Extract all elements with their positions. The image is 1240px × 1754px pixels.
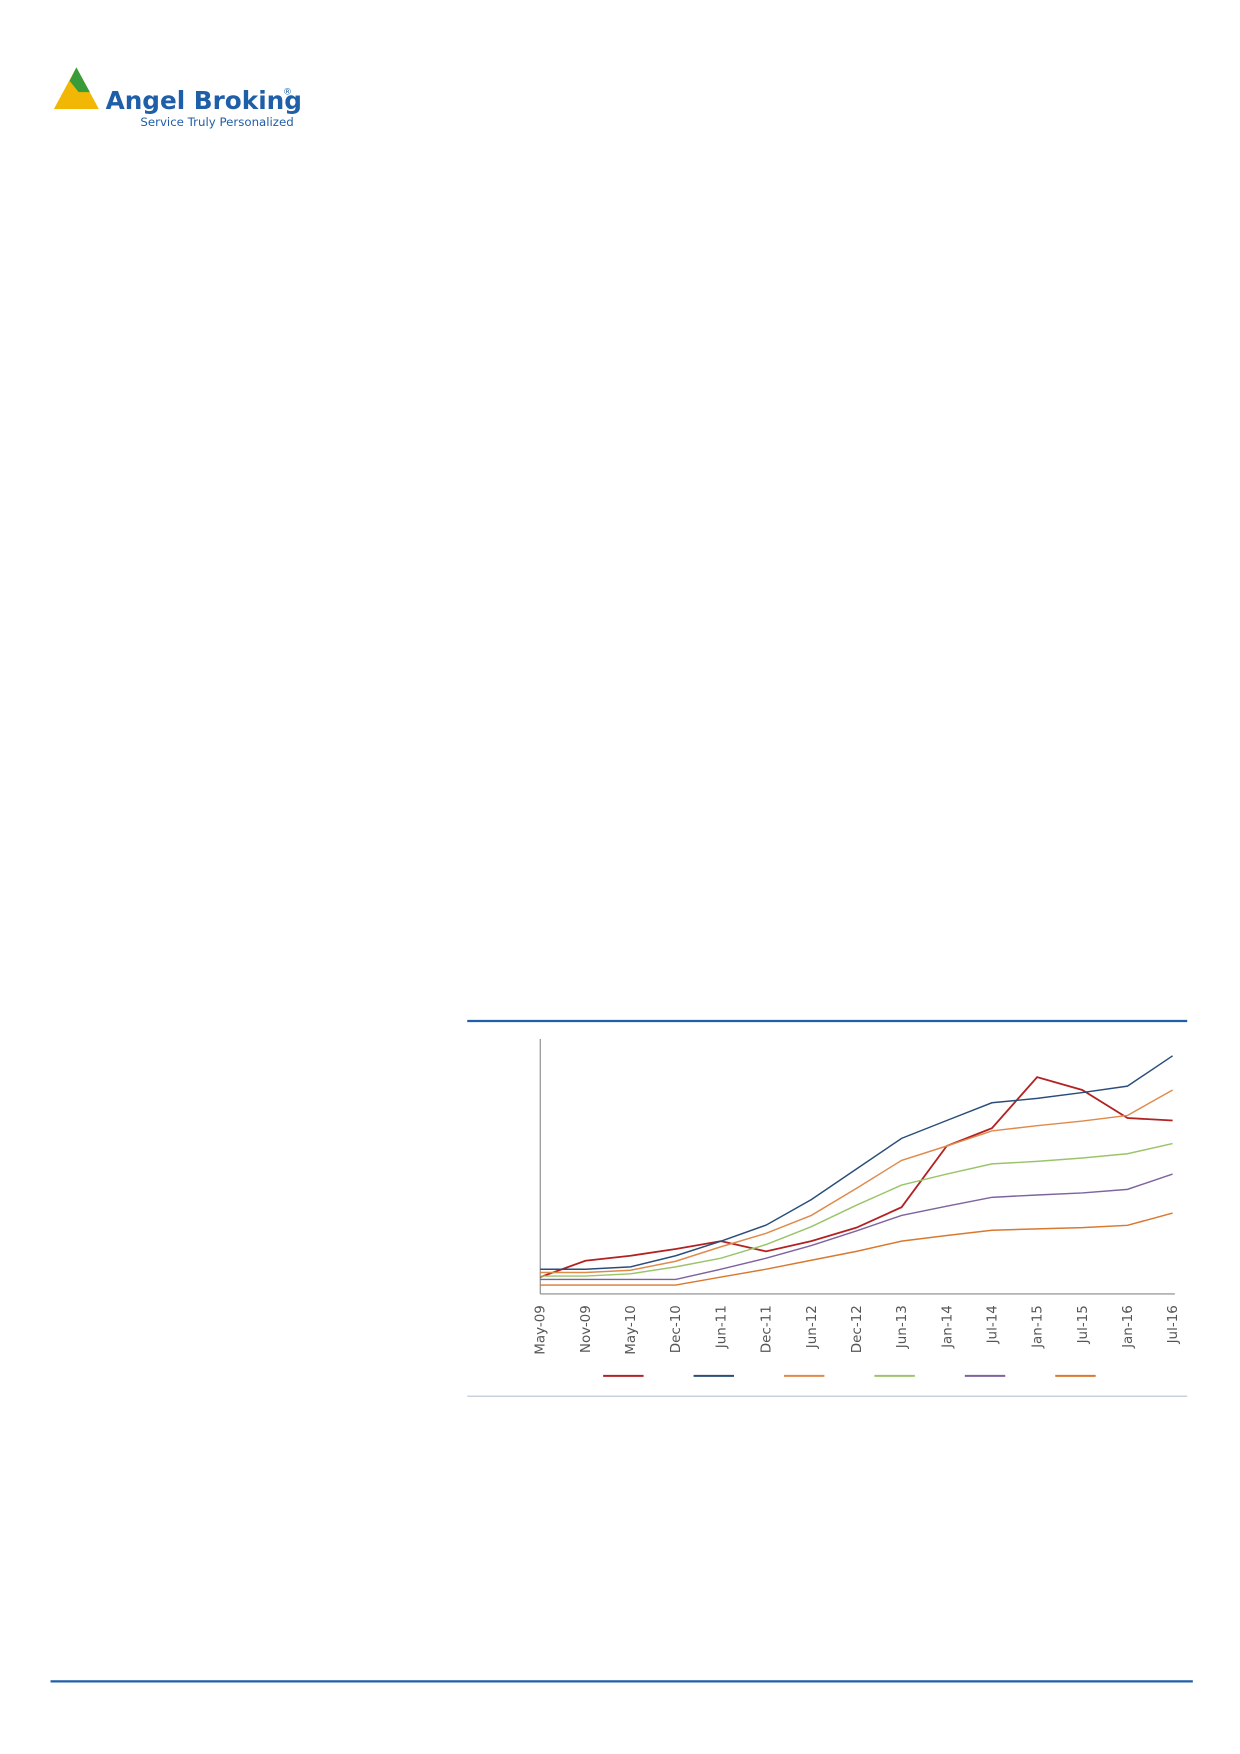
x-tick-label: Jan-16 bbox=[1120, 1305, 1136, 1349]
x-tick-label: Nov-09 bbox=[578, 1305, 594, 1353]
series-line bbox=[540, 1055, 1174, 1270]
x-tick-label: Jul-14 bbox=[984, 1305, 1000, 1344]
logo: Angel Broking ® Service Truly Personaliz… bbox=[53, 67, 302, 129]
x-tick-label: Dec-12 bbox=[849, 1305, 865, 1353]
tagline: Service Truly Personalized bbox=[140, 115, 293, 129]
logo-mark-accent bbox=[69, 67, 90, 93]
x-tick-label: May-10 bbox=[623, 1305, 639, 1355]
series-line bbox=[540, 1173, 1173, 1281]
x-tick-label: Dec-10 bbox=[668, 1305, 684, 1353]
x-tick-label: Jul-15 bbox=[1075, 1305, 1091, 1344]
x-tick-label: Jun-13 bbox=[894, 1305, 910, 1349]
series-line bbox=[540, 1142, 1173, 1277]
x-tick-label: Jan-14 bbox=[939, 1305, 955, 1349]
x-tick-label: Jun-12 bbox=[804, 1305, 820, 1349]
series-line bbox=[539, 1076, 1173, 1278]
brand: Angel Broking bbox=[106, 86, 302, 115]
x-tick-label: Jan-15 bbox=[1030, 1305, 1046, 1349]
registered-mark: ® bbox=[283, 87, 292, 97]
series-line bbox=[540, 1089, 1173, 1274]
x-tick-label: Jun-11 bbox=[713, 1305, 729, 1349]
series-line bbox=[540, 1212, 1173, 1286]
x-tick-label: May-09 bbox=[533, 1305, 549, 1355]
x-tick-label: Dec-11 bbox=[759, 1305, 775, 1353]
x-tick-label: Jul-16 bbox=[1165, 1305, 1181, 1344]
